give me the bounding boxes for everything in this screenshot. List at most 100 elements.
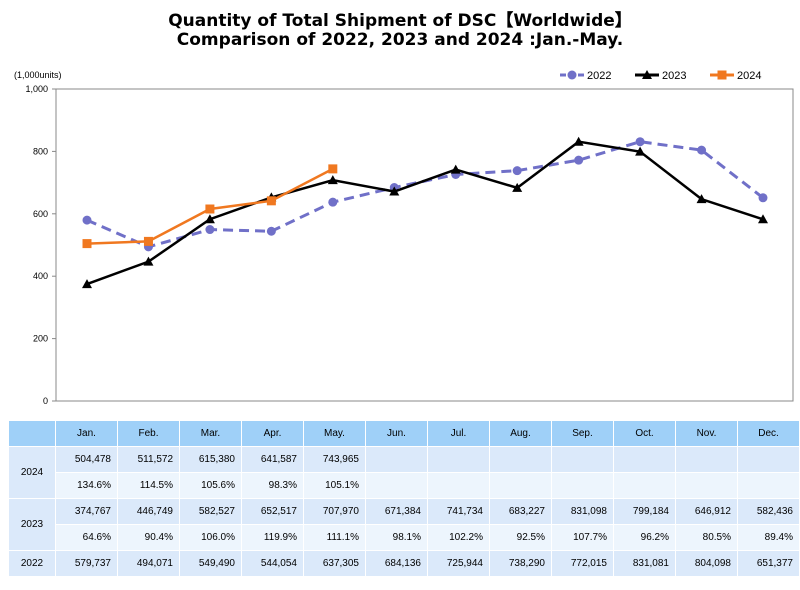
point-marker-2023 xyxy=(450,164,461,174)
point-marker-2024 xyxy=(328,164,338,174)
table-row-2022-units: 2022 579,737 494,071 549,490 544,054 637,305 6… xyxy=(8,550,800,577)
point-marker-2022 xyxy=(512,166,522,176)
percent-cell: 114.5% xyxy=(117,472,180,499)
percent-cell: 119.9% xyxy=(241,524,304,551)
units-cell: 504,478 xyxy=(55,446,118,473)
units-cell: 772,015 xyxy=(551,550,614,577)
point-marker-2022 xyxy=(205,225,215,235)
units-cell xyxy=(675,446,738,473)
month-header: Jul. xyxy=(427,420,490,447)
y-tick-label: 600 xyxy=(33,209,48,219)
units-cell: 707,970 xyxy=(303,498,366,525)
month-header: Jun. xyxy=(365,420,428,447)
units-cell xyxy=(613,446,676,473)
point-marker-2024 xyxy=(205,204,215,214)
point-marker-2024 xyxy=(266,196,276,206)
legend-label: 2023 xyxy=(662,70,686,82)
percent-cell xyxy=(489,472,552,499)
y-tick-label: 800 xyxy=(33,146,48,156)
table-header-row: Jan. Feb. Mar. Apr. May. Jun. Jul. Aug. Sep. Oct.… xyxy=(8,420,800,447)
units-cell: 582,527 xyxy=(179,498,242,525)
units-cell: 683,227 xyxy=(489,498,552,525)
percent-cell xyxy=(551,472,614,499)
units-cell xyxy=(551,446,614,473)
percent-cell xyxy=(365,472,428,499)
units-cell xyxy=(427,446,490,473)
units-cell: 741,734 xyxy=(427,498,490,525)
legend-item-2022: 2022 xyxy=(560,70,611,82)
percent-cell: 98.1% xyxy=(365,524,428,551)
point-marker-2022 xyxy=(82,215,92,225)
percent-cell: 89.4% xyxy=(737,524,800,551)
point-marker-2023 xyxy=(573,136,584,146)
units-cell: 671,384 xyxy=(365,498,428,525)
line-chart: (1,000units) 0 200 400 600 800 1,000 2022 2023 20… xyxy=(14,70,794,406)
units-cell: 651,377 xyxy=(737,550,800,577)
point-marker-2024 xyxy=(82,239,92,249)
percent-cell xyxy=(737,472,800,499)
units-cell: 646,912 xyxy=(675,498,738,525)
units-cell: 374,767 xyxy=(55,498,118,525)
series-line-2023 xyxy=(86,140,764,286)
percent-cell: 92.5% xyxy=(489,524,552,551)
units-cell: 725,944 xyxy=(427,550,490,577)
point-marker-2023 xyxy=(512,182,523,192)
month-header: Feb. xyxy=(117,420,180,447)
month-header: Apr. xyxy=(241,420,304,447)
units-cell: 652,517 xyxy=(241,498,304,525)
percent-cell: 96.2% xyxy=(613,524,676,551)
series-2023 xyxy=(82,136,768,289)
legend-item-2024: 2024 xyxy=(710,70,761,82)
point-marker-2022 xyxy=(567,70,577,80)
point-marker-2023 xyxy=(143,256,154,266)
percent-cell: 105.6% xyxy=(179,472,242,499)
units-cell: 684,136 xyxy=(365,550,428,577)
point-marker-2022 xyxy=(758,193,768,203)
units-cell: 615,380 xyxy=(179,446,242,473)
point-marker-2022 xyxy=(635,137,645,147)
table-row-2024-pct: 134.6% 114.5% 105.6% 98.3% 105.1% xyxy=(9,472,800,499)
units-cell: 544,054 xyxy=(241,550,304,577)
plot-area xyxy=(55,88,794,402)
units-cell xyxy=(489,446,552,473)
point-marker-2023 xyxy=(204,214,215,224)
units-cell xyxy=(737,446,800,473)
percent-cell: 111.1% xyxy=(303,524,366,551)
unit-label: (1,000units) xyxy=(14,70,62,80)
units-cell: 799,184 xyxy=(613,498,676,525)
point-marker-2022 xyxy=(574,155,584,165)
chart-title-line2: Comparison of 2022, 2023 and 2024 :Jan.-… xyxy=(176,30,624,50)
month-header: Mar. xyxy=(179,420,242,447)
percent-cell xyxy=(427,472,490,499)
units-cell: 579,737 xyxy=(55,550,118,577)
month-header: May. xyxy=(303,420,366,447)
month-header: Aug. xyxy=(489,420,552,447)
units-cell: 582,436 xyxy=(737,498,800,525)
table-row-2023-units: 2023 374,767 446,749 582,527 652,517 707,970 6… xyxy=(8,498,800,551)
header-corner xyxy=(8,420,56,447)
point-marker-2023 xyxy=(642,70,652,79)
units-cell: 511,572 xyxy=(117,446,180,473)
point-marker-2023 xyxy=(696,194,707,204)
point-marker-2024 xyxy=(143,236,153,246)
year-label: 2024 xyxy=(8,446,56,499)
units-cell: 637,305 xyxy=(303,550,366,577)
percent-cell: 80.5% xyxy=(675,524,738,551)
y-tick-label: 200 xyxy=(33,334,48,344)
point-marker-2024 xyxy=(717,70,727,80)
units-cell: 738,290 xyxy=(489,550,552,577)
units-cell: 831,081 xyxy=(613,550,676,577)
point-marker-2023 xyxy=(758,214,768,224)
month-header: Jan. xyxy=(55,420,118,447)
month-header: Nov. xyxy=(675,420,738,447)
year-label: 2022 xyxy=(8,550,56,577)
point-marker-2023 xyxy=(327,175,338,185)
units-cell xyxy=(365,446,428,473)
point-marker-2022 xyxy=(697,145,707,155)
month-header: Oct. xyxy=(613,420,676,447)
units-cell: 804,098 xyxy=(675,550,738,577)
units-cell: 831,098 xyxy=(551,498,614,525)
units-cell: 494,071 xyxy=(117,550,180,577)
percent-cell: 134.6% xyxy=(55,472,118,499)
